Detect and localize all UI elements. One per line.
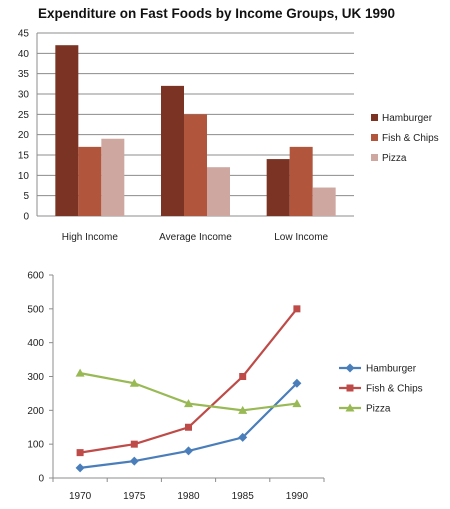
bar-average-income-pizza <box>207 167 230 216</box>
line-x-tick-label: 1985 <box>232 491 255 502</box>
line-legend-marker-fish-and-chips <box>346 384 354 392</box>
bar-x-tick-label: High Income <box>62 232 119 243</box>
line-point-pizza-1990 <box>292 399 302 408</box>
bar-low-income-hamburger <box>266 159 290 216</box>
bar-chart-title: Expenditure on Fast Foods by Income Grou… <box>38 6 395 21</box>
bar-average-income-fish-and-chips <box>184 114 207 216</box>
bar-y-tick-label: 10 <box>18 171 30 182</box>
bar-legend-swatch-hamburger <box>371 114 378 121</box>
bar-high-income-fish-and-chips <box>78 146 102 216</box>
line-y-tick-label: 0 <box>38 474 44 485</box>
line-x-tick-label: 1980 <box>177 491 200 502</box>
bar-legend-label: Hamburger <box>382 113 433 124</box>
line-legend-marker-pizza <box>345 403 355 412</box>
line-point-pizza-1970 <box>75 368 85 377</box>
line-y-tick-label: 300 <box>27 372 44 383</box>
line-chart-x-ticks: 1970 1975 1980 1985 1990 <box>69 491 308 502</box>
line-legend-marker-hamburger <box>345 363 355 373</box>
bar-legend-label: Fish & Chips <box>382 133 439 144</box>
bar-y-tick-label: 5 <box>23 191 29 202</box>
bar-y-tick-label: 40 <box>18 49 30 60</box>
bar-x-tick-label: Low Income <box>274 232 328 243</box>
line-y-tick-label: 500 <box>27 304 44 315</box>
bar-y-tick-label: 30 <box>18 90 30 101</box>
line-y-tick-label: 200 <box>27 406 44 417</box>
line-point-pizza-1985 <box>238 405 248 414</box>
line-y-tick-label: 100 <box>27 440 44 451</box>
line-point-fish-and-chips-1975 <box>130 440 138 448</box>
bar-high-income-hamburger <box>55 45 79 217</box>
line-point-hamburger-1975 <box>129 456 139 466</box>
bar-y-tick-label: 25 <box>18 110 30 121</box>
bar-chart-x-ticks: High Income Average Income Low Income <box>62 232 329 243</box>
line-x-tick-label: 1990 <box>286 491 309 502</box>
line-point-fish-and-chips-1980 <box>185 423 192 431</box>
bar-chart-legend: Hamburger Fish & Chips Pizza <box>371 113 439 164</box>
line-legend-label: Hamburger <box>366 364 417 375</box>
line-series-fish-and-chips <box>79 308 298 454</box>
line-chart-gridlines <box>49 274 325 482</box>
bar-average-income-hamburger <box>161 85 184 216</box>
line-point-fish-and-chips-1985 <box>239 373 247 380</box>
bar-y-tick-label: 45 <box>18 29 30 40</box>
bar-legend-label: Pizza <box>382 153 407 164</box>
line-legend-label: Pizza <box>366 404 391 415</box>
bar-chart-y-ticks: 0 5 10 15 20 25 30 35 40 45 <box>18 29 30 223</box>
line-point-fish-and-chips-1970 <box>76 449 84 457</box>
line-y-tick-label: 400 <box>27 338 44 349</box>
bar-x-tick-label: Average Income <box>159 232 232 243</box>
line-point-pizza-1975 <box>129 378 139 387</box>
bar-legend-swatch-fish-and-chips <box>371 134 378 141</box>
line-chart-legend: Hamburger Fish & Chips Pizza <box>339 363 423 415</box>
bar-low-income-pizza <box>312 187 336 216</box>
line-x-tick-label: 1975 <box>123 491 146 502</box>
line-chart-series <box>75 305 302 473</box>
line-point-pizza-1980 <box>184 399 193 408</box>
bar-high-income-pizza <box>101 138 125 216</box>
bar-y-tick-label: 0 <box>23 212 29 223</box>
line-point-hamburger-1990 <box>292 378 302 388</box>
bar-y-tick-label: 35 <box>18 69 30 80</box>
line-y-tick-label: 600 <box>27 271 44 282</box>
bar-chart-bars <box>55 45 336 217</box>
line-chart: 0 100 200 300 400 500 600 1970 1975 1980 1985 1990… <box>27 271 422 503</box>
line-point-hamburger-1980 <box>184 446 193 456</box>
bar-legend-swatch-pizza <box>371 154 378 161</box>
line-point-hamburger-1970 <box>75 463 85 473</box>
bar-low-income-fish-and-chips <box>289 146 313 216</box>
line-chart-y-ticks: 0 100 200 300 400 500 600 <box>27 271 44 485</box>
line-x-tick-label: 1970 <box>69 491 92 502</box>
bar-chart: Expenditure on Fast Foods by Income Grou… <box>18 6 439 243</box>
line-point-fish-and-chips-1990 <box>293 305 301 313</box>
bar-y-tick-label: 15 <box>18 151 30 162</box>
line-legend-label: Fish & Chips <box>366 384 423 395</box>
bar-y-tick-label: 20 <box>18 130 30 141</box>
line-point-hamburger-1985 <box>238 432 248 442</box>
